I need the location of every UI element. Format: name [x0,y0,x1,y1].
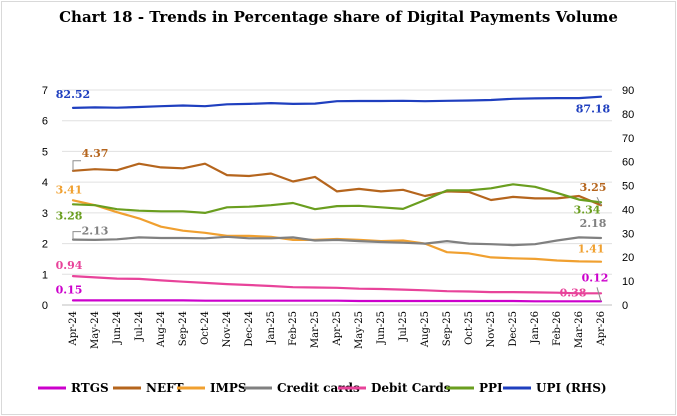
y-left-tick-label: 6 [42,116,48,128]
y-right-tick-label: 60 [622,157,634,169]
data-label: 82.52 [56,88,90,101]
data-label: 3.41 [56,183,83,196]
legend-label: RTGS [71,381,109,395]
x-tick-label: Feb-25 [288,311,299,346]
legend-label: Debit Cards [371,381,451,395]
data-label-leader [72,160,81,171]
y-right-tick-label: 40 [622,204,634,216]
x-tick-label: Dec-24 [244,311,255,347]
chart-title: Chart 18 - Trends in Percentage share of… [59,8,618,26]
data-label: 1.41 [578,243,605,256]
legend-label: UPI (RHS) [536,381,607,395]
series-line-credit-cards [71,235,603,247]
data-label: 4.37 [82,147,109,160]
series-line-neft [71,162,603,207]
data-label-leader [596,196,602,206]
y-left-tick-label: 7 [42,85,48,97]
data-label: 0.15 [56,283,83,296]
x-tick-label: Jun-25 [376,311,387,345]
legend-label: Credit cards [277,381,360,395]
x-tick-label: Apr-26 [596,311,607,347]
x-tick-label: Sep-24 [178,311,189,346]
data-label-leader [596,287,602,302]
y-left-tick-label: 1 [42,269,48,281]
y-right-tick-label: 30 [622,228,634,240]
y-right-tick-label: 70 [622,133,634,145]
y-left-tick-label: 5 [42,146,48,158]
data-label-leader [72,231,81,240]
data-label: 0.12 [582,271,609,284]
data-label: 3.34 [574,203,601,216]
x-tick-label: Jun-24 [112,311,123,345]
data-label: 87.18 [576,103,611,116]
x-tick-label: Mar-25 [310,311,321,348]
data-label: 3.25 [580,181,607,194]
series-line-debit-cards [71,275,603,295]
y-left-tick-label: 4 [42,177,48,189]
x-tick-label: Nov-24 [222,311,233,348]
x-tick-label: Aug-25 [420,311,431,348]
data-label: 0.38 [560,286,587,299]
legend-label: NEFT [146,381,184,395]
y-left-tick-label: 2 [42,239,48,251]
series-line-upi-rhs [71,95,603,110]
x-tick-label: Oct-25 [464,311,475,345]
x-tick-label: Apr-25 [332,311,343,347]
data-label: 2.18 [580,217,607,230]
legend-label: IMPS [210,381,247,395]
x-tick-label: Dec-25 [508,311,519,347]
x-tick-label: Jul-24 [134,311,145,342]
x-tick-label: Oct-24 [200,311,211,345]
x-tick-label: Apr-24 [68,311,79,347]
series-line-rtgs [71,299,603,303]
x-tick-label: Mar-26 [574,311,585,348]
y-right-tick-label: 10 [622,276,634,288]
x-tick-label: Jan-25 [266,311,277,345]
series-line-imps [71,199,603,263]
y-right-tick-label: 0 [622,300,628,312]
y-right-tick-label: 90 [622,85,634,97]
x-tick-label: May-25 [354,311,365,349]
series-line-ppi [71,183,603,214]
x-tick-label: May-24 [90,311,101,349]
x-tick-label: Jul-25 [398,311,409,342]
y-right-tick-label: 50 [622,181,634,193]
x-tick-label: Aug-24 [156,311,167,348]
y-left-tick-label: 3 [42,208,48,220]
legend-label: PPI [479,381,503,395]
x-tick-label: Jan-26 [530,311,541,345]
data-label: 0.94 [56,259,83,272]
data-label: 3.28 [56,209,83,222]
y-right-tick-label: 20 [622,252,634,264]
data-label: 2.13 [82,225,109,238]
x-tick-label: Feb-26 [552,311,563,346]
y-right-tick-label: 80 [622,109,634,121]
x-tick-label: Nov-25 [486,311,497,348]
x-tick-label: Sep-25 [442,311,453,346]
y-left-tick-label: 0 [42,300,48,312]
